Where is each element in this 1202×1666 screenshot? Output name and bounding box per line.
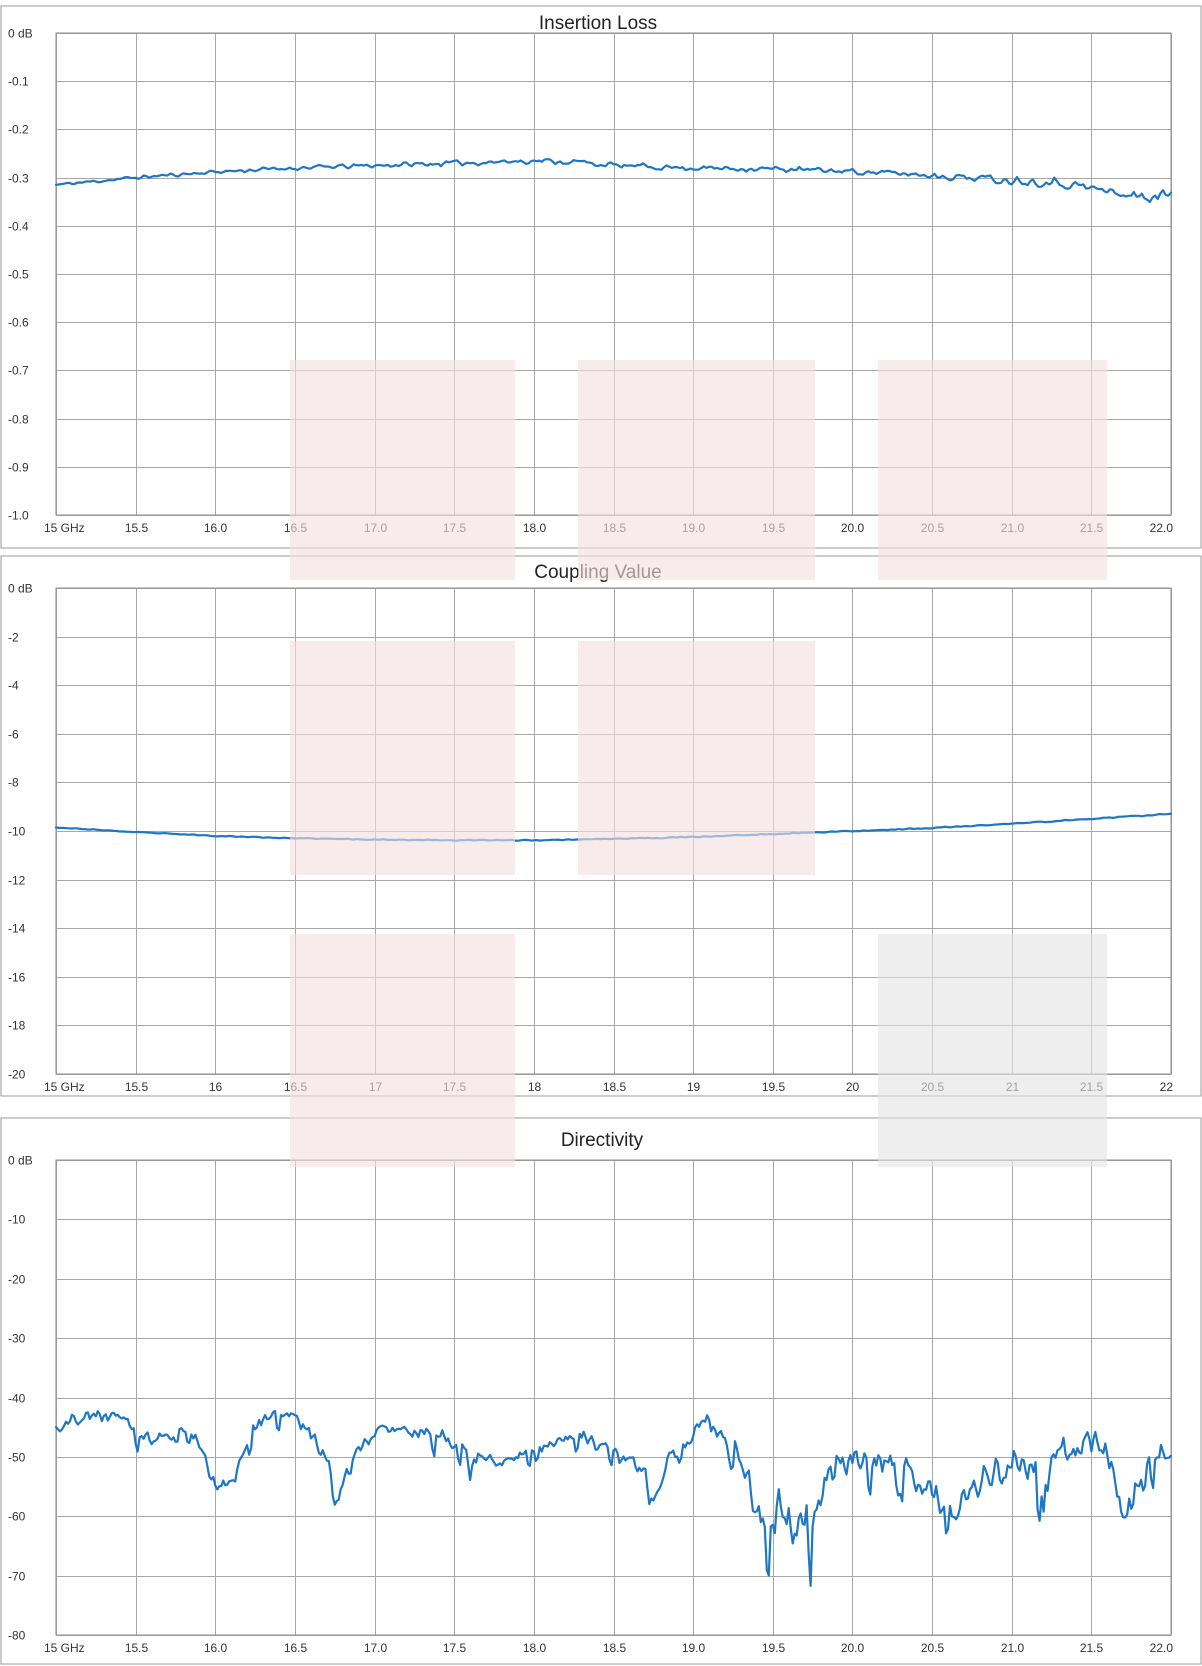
directivity-y-tick-label: -40 xyxy=(8,1392,26,1406)
directivity-y-ticks: 0 dB -10 -20 -30 -40 -50 -60 -70 -80 xyxy=(8,1154,33,1643)
directivity-x-tick-label: 16.0 xyxy=(204,1641,228,1655)
insertion-loss-y-tick-label: -0.5 xyxy=(8,268,29,282)
watermark-block xyxy=(578,360,815,580)
directivity-x-tick-label: 19.0 xyxy=(682,1641,706,1655)
directivity-x-tick-label: 20.0 xyxy=(841,1641,865,1655)
watermark-blocks xyxy=(290,360,1107,1167)
coupling-value-y-tick-label: -4 xyxy=(8,679,19,693)
coupling-value-y-tick-label: -16 xyxy=(8,971,26,985)
insertion-loss-y-ticks: 0 dB -0.1 -0.2 -0.3 -0.4 -0.5 -0.6 -0.7 -0.8 -0.9… xyxy=(8,27,33,523)
insertion-loss-y-tick-label: -0.8 xyxy=(8,413,29,427)
directivity-x-tick-label: 16.5 xyxy=(284,1641,308,1655)
insertion-loss-title: Insertion Loss xyxy=(539,13,657,34)
directivity-x-tick-label: 22.0 xyxy=(1150,1641,1174,1655)
coupling-value-x-tick-label: 22 xyxy=(1160,1080,1174,1094)
insertion-loss-x-tick-label: 18.0 xyxy=(523,521,547,535)
directivity-x-tick-label: 18.5 xyxy=(603,1641,627,1655)
watermark-block xyxy=(290,934,515,1167)
coupling-value-x-tick-label: 16 xyxy=(209,1080,223,1094)
insertion-loss-series xyxy=(54,158,1173,204)
directivity-grid xyxy=(56,1160,1172,1636)
coupling-value-x-tick-label: 19.5 xyxy=(762,1080,786,1094)
watermark-block xyxy=(878,360,1107,580)
insertion-loss-y-tick-label: -0.1 xyxy=(8,75,29,89)
watermark-block xyxy=(878,934,1107,1167)
directivity-x-ticks: 15 GHz 15.5 16.0 16.5 17.0 17.5 18.0 18.5 19.0 19… xyxy=(44,1641,1173,1655)
directivity-y-tick-label: -20 xyxy=(8,1273,26,1287)
coupling-value-y-tick-label: 0 dB xyxy=(8,582,33,596)
directivity-x-tick-label: 20.5 xyxy=(921,1641,945,1655)
insertion-loss-y-tick-label: 0 dB xyxy=(8,27,33,41)
watermark-block xyxy=(290,360,515,580)
coupling-value-y-tick-label: -12 xyxy=(8,874,26,888)
coupling-value-y-tick-label: -2 xyxy=(8,631,19,645)
coupling-value-y-tick-label: -10 xyxy=(8,825,26,839)
coupling-value-x-tick-label: 15.5 xyxy=(125,1080,149,1094)
coupling-value-x-tick-label: 20 xyxy=(846,1080,860,1094)
insertion-loss-x-tick-label: 22.0 xyxy=(1150,521,1174,535)
insertion-loss-y-tick-label: -0.9 xyxy=(8,461,29,475)
insertion-loss-x-tick-label: 15 GHz xyxy=(44,521,85,535)
coupling-value-plot-frame xyxy=(55,587,1172,1075)
directivity-y-tick-label: -60 xyxy=(8,1510,26,1524)
coupling-value-y-tick-label: -6 xyxy=(8,728,19,742)
coupling-value-x-tick-label: 19 xyxy=(687,1080,701,1094)
directivity-x-tick-label: 19.5 xyxy=(762,1641,786,1655)
directivity-series-line xyxy=(54,1409,1173,1587)
insertion-loss-x-tick-label: 15.5 xyxy=(125,521,149,535)
directivity-y-tick-label: 0 dB xyxy=(8,1154,33,1168)
directivity-x-tick-label: 17.5 xyxy=(443,1641,467,1655)
coupling-value-y-tick-label: -18 xyxy=(8,1019,26,1033)
insertion-loss-y-tick-label: -0.3 xyxy=(8,172,29,186)
coupling-value-y-tick-label: -14 xyxy=(8,922,26,936)
directivity-y-tick-label: -70 xyxy=(8,1570,26,1584)
watermark-block xyxy=(290,641,515,875)
directivity-series xyxy=(54,1409,1173,1587)
coupling-value-y-tick-label: -20 xyxy=(8,1068,26,1082)
insertion-loss-series-line xyxy=(54,158,1173,204)
directivity-x-tick-label: 15.5 xyxy=(125,1641,149,1655)
directivity-y-tick-label: -80 xyxy=(8,1629,26,1643)
directivity-panel-border xyxy=(0,1117,1202,1665)
directivity-y-tick-label: -50 xyxy=(8,1451,26,1465)
directivity-y-tick-label: -10 xyxy=(8,1213,26,1227)
coupling-value-x-tick-label: 18 xyxy=(528,1080,542,1094)
coupling-value-x-tick-label: 18.5 xyxy=(603,1080,627,1094)
coupling-value-y-tick-label: -8 xyxy=(8,776,19,790)
directivity-title: Directivity xyxy=(561,1130,644,1151)
directivity-x-tick-label: 21.0 xyxy=(1001,1641,1025,1655)
coupling-value-x-tick-label: 15 GHz xyxy=(44,1080,85,1094)
directivity-x-tick-label: 15 GHz xyxy=(44,1641,85,1655)
directivity-x-tick-label: 18.0 xyxy=(523,1641,547,1655)
directivity-x-tick-label: 21.5 xyxy=(1080,1641,1104,1655)
insertion-loss-y-tick-label: -0.2 xyxy=(8,123,29,137)
directivity-y-tick-label: -30 xyxy=(8,1332,26,1346)
insertion-loss-y-tick-label: -0.4 xyxy=(8,220,29,234)
insertion-loss-x-tick-label: 20.0 xyxy=(841,521,865,535)
coupling-value-y-ticks: 0 dB -2 -4 -6 -8 -10 -12 -14 -16 -18 -20 xyxy=(8,582,33,1082)
directivity-chart: Directivity 0 dB -10 -20 -30 -40 -50 -60 -70 -80… xyxy=(0,1117,1202,1665)
insertion-loss-x-tick-label: 16.0 xyxy=(204,521,228,535)
insertion-loss-y-tick-label: -0.6 xyxy=(8,316,29,330)
insertion-loss-y-tick-label: -1.0 xyxy=(8,509,29,523)
watermark-block xyxy=(578,641,815,875)
insertion-loss-y-tick-label: -0.7 xyxy=(8,364,29,378)
directivity-plot-frame xyxy=(55,1159,1172,1636)
directivity-x-tick-label: 17.0 xyxy=(364,1641,388,1655)
